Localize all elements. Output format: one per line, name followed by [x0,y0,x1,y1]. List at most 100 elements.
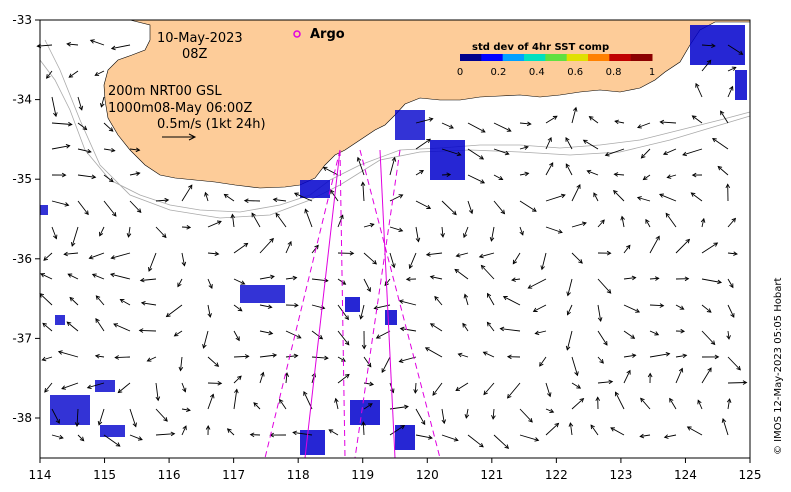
current-arrowhead [572,106,578,112]
current-arrowhead [426,138,431,144]
current-arrow [610,427,625,436]
current-arrowhead [135,147,141,153]
current-arrow [285,355,298,358]
current-arrow [567,304,573,315]
current-arrowhead [491,415,496,420]
current-arrowhead [690,192,696,197]
x-tick-label: 124 [674,468,697,482]
current-arrow [649,236,660,254]
current-arrowhead [506,127,512,132]
current-arrow [583,139,599,150]
current-arrow [95,295,105,306]
current-arrow [649,353,670,358]
current-arrowhead [682,151,687,157]
current-arrow [141,302,157,306]
current-arrow [363,278,371,292]
current-arrow [458,353,469,358]
current-arrow [363,356,372,367]
current-arrow [181,425,187,436]
current-arrow [389,157,396,176]
current-arrow [426,252,443,256]
current-arrow [207,252,219,255]
current-arrow [682,148,703,156]
current-arrow [363,403,373,410]
current-arrow [727,66,736,72]
current-arrow [441,408,445,424]
current-arrow [727,218,736,228]
current-arrowhead [534,437,540,442]
current-arrow [207,220,222,228]
current-arrow [304,209,313,228]
current-arrow [389,226,403,232]
current-arrowhead [714,354,720,360]
current-arrow [51,226,57,239]
current-arrowhead [636,196,642,201]
current-arrowhead [498,175,504,181]
current-arrowhead [682,353,688,359]
current-arrowhead [230,213,236,219]
current-arrowhead [695,82,700,88]
current-arrowhead [146,357,152,362]
current-arrow [259,372,264,384]
current-arrowhead [742,380,748,385]
current-arrow [129,408,137,427]
current-arrowhead [457,352,463,358]
current-arrow [415,408,426,425]
current-arrowhead [599,358,604,364]
current-arrowhead [604,151,610,157]
current-arrowhead [480,264,486,270]
current-arrowhead [95,295,101,300]
current-arrow [597,219,605,228]
y-tick-label: -37 [12,331,32,345]
current-arrowhead [504,150,510,156]
current-arrow [571,184,581,202]
current-arrow [425,347,443,358]
current-arrowhead [139,277,145,283]
current-arrowhead [344,373,350,379]
current-arrow [727,398,731,410]
x-tick-label: 118 [287,468,310,482]
current-arrow [541,252,547,270]
current-arrowhead [155,396,161,402]
current-arrow [360,304,365,319]
current-arrow [615,120,625,124]
current-arrow [519,408,533,423]
current-arrowhead [729,283,734,289]
current-arrow [181,252,185,266]
current-arrow [675,368,683,384]
colorbar-segment [588,54,610,61]
current-arrowhead [600,219,605,225]
current-arrow [44,382,53,393]
current-arrowhead [630,334,636,339]
current-arrowhead [593,192,598,198]
current-arrowhead [691,172,697,178]
current-arrow [511,278,521,281]
current-arrow [103,200,117,217]
current-arrow [328,429,339,436]
current-arrowhead [528,417,533,423]
current-arrowhead [182,425,187,431]
current-arrowhead [588,116,594,121]
current-arrowhead [463,233,468,239]
current-arrowhead [566,291,571,297]
current-arrowhead [244,354,250,359]
current-vectors [36,39,748,449]
current-arrowhead [292,430,298,436]
current-arrow [701,242,718,254]
plot-frame [39,19,751,459]
current-arrow [479,252,495,258]
current-arrowhead [506,354,512,360]
current-arrow [129,148,140,151]
current-arrowhead [578,259,583,264]
current-arrow [430,323,443,332]
current-arrowhead [454,268,460,274]
current-arrowhead [665,212,670,218]
current-arrow [233,243,248,254]
current-arrow [539,356,547,367]
colorbar-tick-label: 0 [457,67,463,78]
current-arrowhead [314,244,319,250]
current-arrowhead [429,275,435,280]
current-arrow [545,162,554,176]
current-arrow [140,278,157,281]
